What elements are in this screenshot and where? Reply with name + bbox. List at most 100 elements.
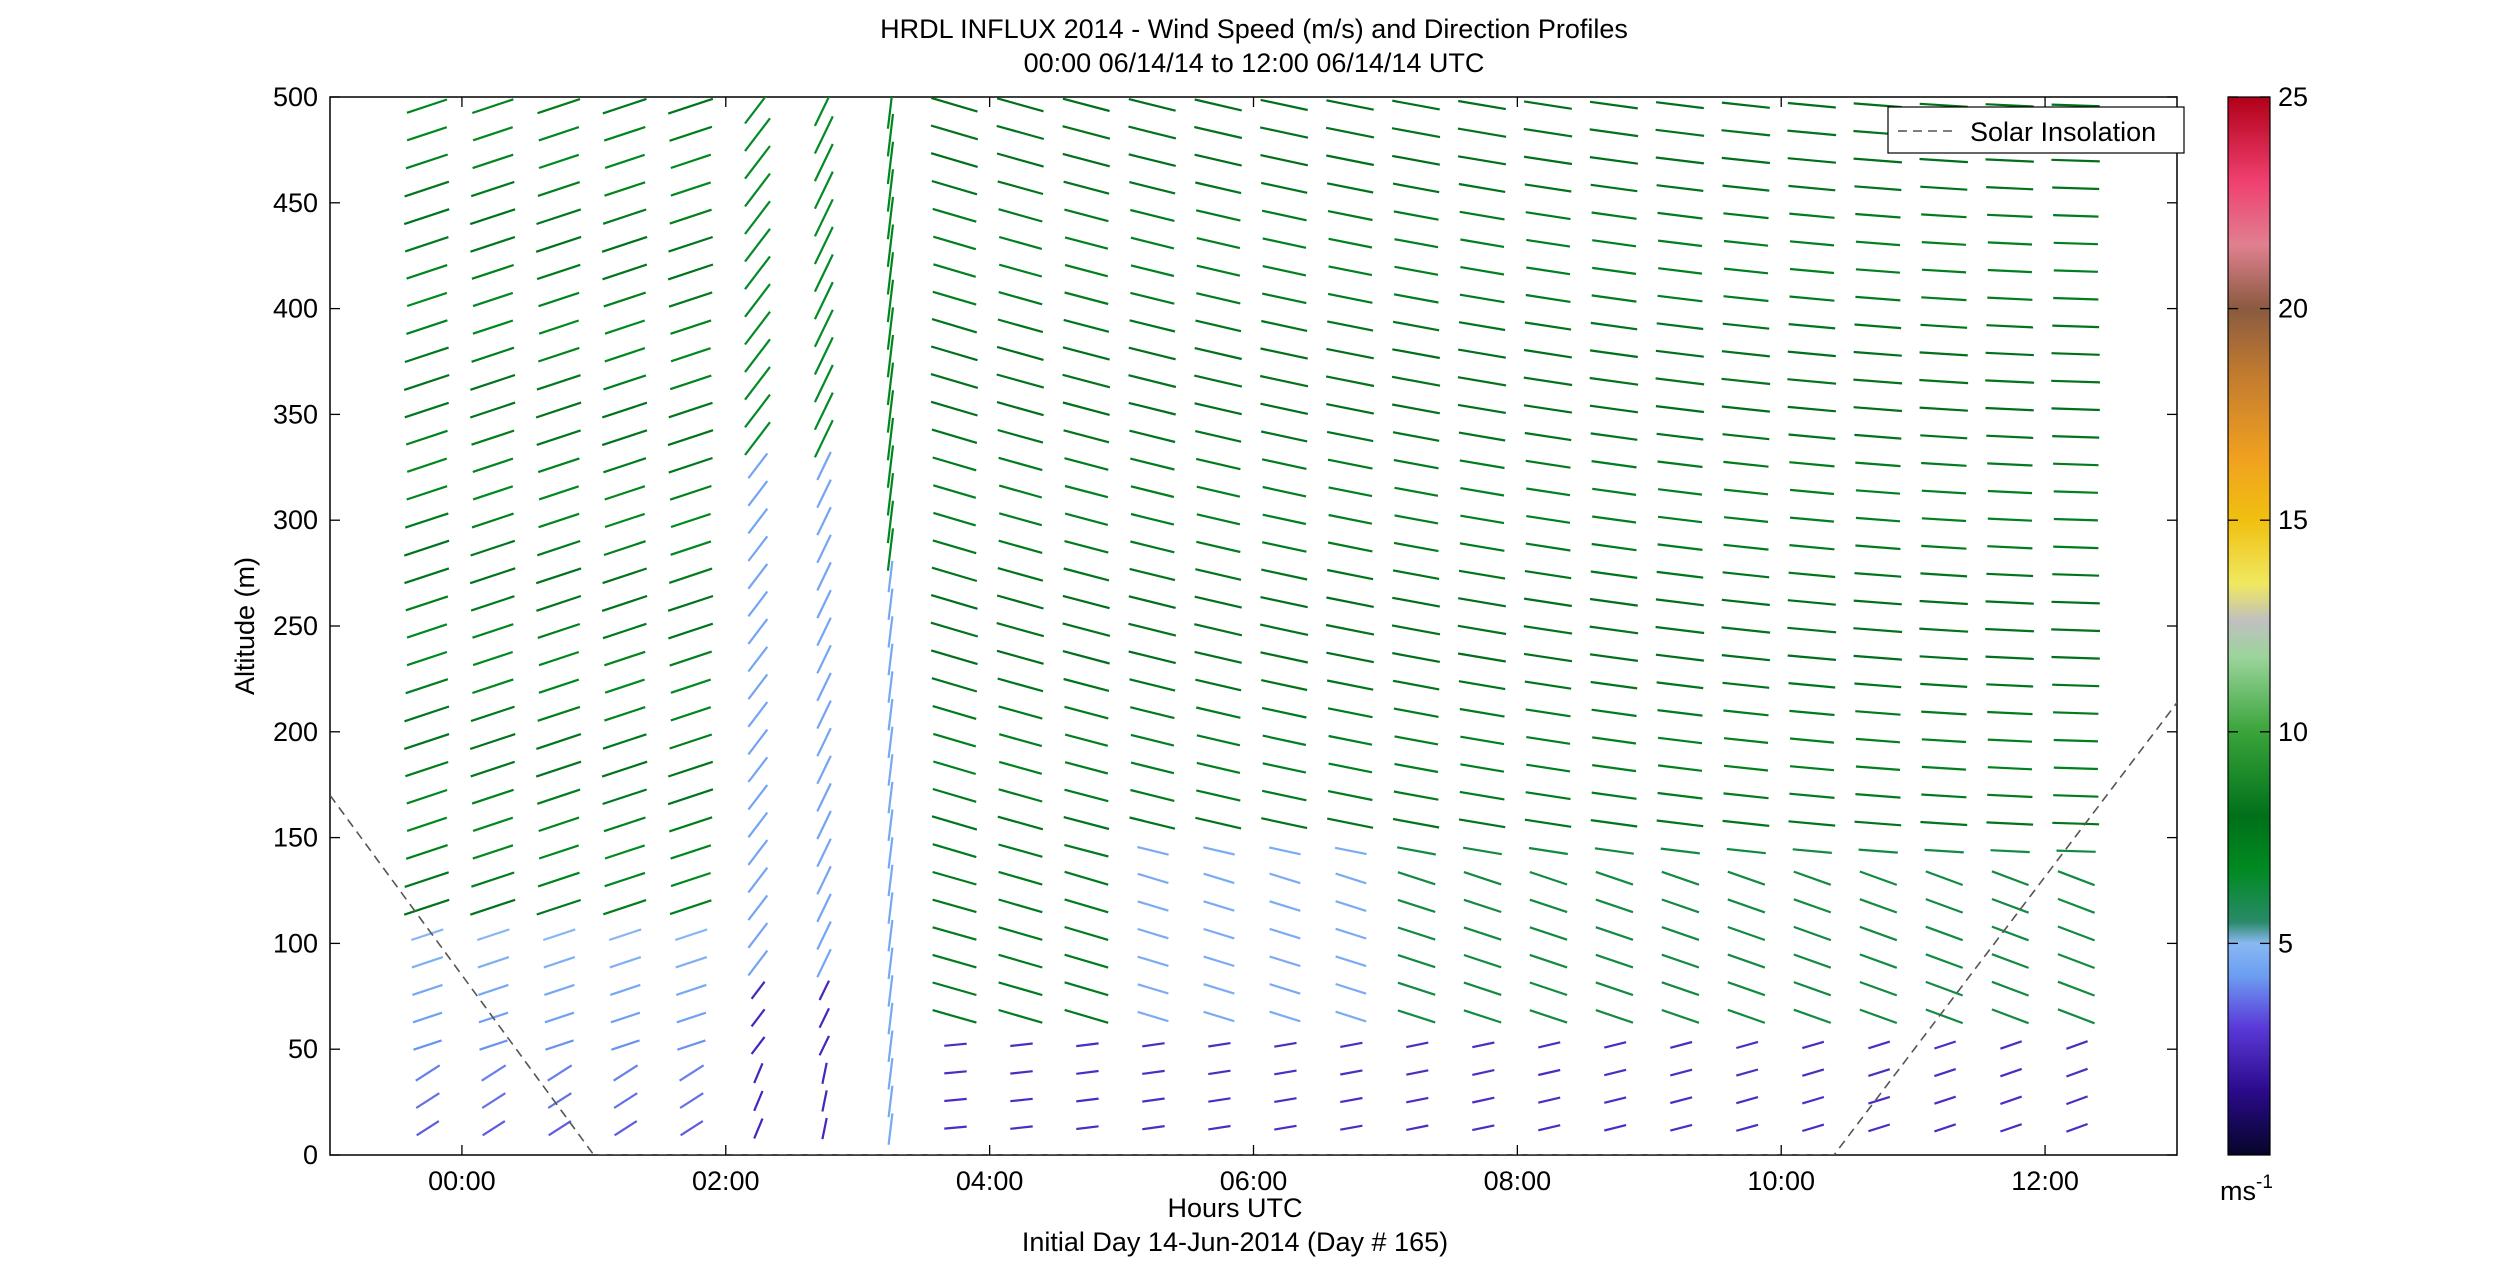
wind-barb — [816, 782, 832, 812]
y-tick-label: 0 — [303, 1140, 318, 1170]
wind-barb — [998, 898, 1043, 914]
wind-barb — [1855, 765, 1901, 771]
wind-barb — [1727, 953, 1766, 969]
wind-barb — [1934, 1123, 1957, 1133]
wind-barb — [1592, 239, 1637, 248]
wind-barb — [1064, 263, 1109, 278]
wind-barb — [1801, 1123, 1825, 1133]
wind-barb — [1064, 208, 1109, 223]
plot-area — [329, 96, 2178, 1156]
y-tick-label: 400 — [273, 294, 318, 324]
wind-barb — [1919, 351, 1968, 357]
wind-barb — [603, 457, 647, 474]
wind-barb — [1463, 953, 1502, 969]
wind-barb — [1934, 1040, 1957, 1050]
wind-barb — [1529, 870, 1568, 886]
wind-barb — [1326, 817, 1374, 829]
wind-barb — [930, 152, 978, 168]
wind-barb — [1063, 677, 1110, 692]
wind-barb — [1921, 296, 1967, 302]
wind-barb — [2057, 870, 2095, 887]
wind-barb — [479, 1039, 508, 1051]
colorbar-tick-label: 20 — [2278, 294, 2308, 324]
wind-barb — [1457, 376, 1507, 387]
wind-barb — [931, 815, 978, 831]
wind-barb — [1660, 847, 1700, 855]
wind-barb — [1987, 489, 2033, 495]
wind-barb — [1396, 846, 1437, 856]
wind-barb — [886, 113, 895, 157]
wind-barb — [1723, 239, 1769, 247]
wind-barb — [1721, 129, 1771, 137]
wind-barb — [1723, 516, 1769, 523]
wind-barb — [1063, 816, 1110, 831]
wind-barb — [1261, 292, 1307, 305]
wind-barb — [1064, 236, 1109, 250]
wind-barb — [1657, 791, 1703, 800]
wind-barb — [1327, 292, 1373, 304]
wind-barb — [931, 179, 978, 196]
wind-barb — [1327, 707, 1373, 719]
wind-barb — [1195, 430, 1242, 443]
wind-barb — [1129, 181, 1176, 195]
wind-barb — [1196, 237, 1241, 250]
wind-barb — [536, 898, 582, 916]
wind-barb — [1064, 540, 1109, 554]
wind-barb — [1130, 512, 1175, 526]
wind-barb — [1203, 955, 1235, 968]
wind-barb — [1142, 1097, 1165, 1103]
wind-barb — [1591, 791, 1637, 800]
wind-barb — [609, 983, 641, 996]
wind-barb — [403, 539, 450, 557]
wind-barb — [1137, 1010, 1169, 1023]
wind-barb — [886, 279, 895, 323]
wind-barb — [1792, 848, 1832, 854]
wind-barb — [1801, 1095, 1825, 1105]
wind-barb — [405, 678, 449, 695]
wind-barb — [670, 319, 712, 335]
wind-barb — [1063, 318, 1110, 333]
wind-barb — [472, 291, 514, 308]
wind-barb — [1859, 870, 1898, 886]
wind-barb — [930, 649, 978, 666]
wind-barb — [547, 1064, 573, 1082]
wind-barb — [886, 417, 895, 461]
wind-barb — [1472, 1041, 1495, 1049]
wind-barb — [1137, 900, 1169, 912]
wind-barb — [1529, 1009, 1568, 1024]
colorbar-tick-label: 25 — [2278, 82, 2308, 112]
wind-barb — [481, 1092, 506, 1109]
wind-barb — [1064, 898, 1109, 914]
wind-barb — [818, 1035, 830, 1056]
wind-barb — [1855, 212, 1901, 219]
wind-barb — [1657, 211, 1703, 220]
x-axis-label: Hours UTC — [1167, 1193, 1302, 1223]
wind-barb — [1326, 596, 1374, 608]
wind-barb — [1460, 238, 1505, 248]
wind-barb — [1788, 184, 1836, 192]
wind-barb — [1128, 650, 1176, 665]
wind-barb — [538, 291, 580, 308]
wind-barb — [608, 928, 642, 942]
wind-barb — [998, 926, 1043, 941]
wind-barb — [538, 512, 580, 529]
wind-barb — [603, 816, 646, 833]
wind-barb — [470, 539, 516, 557]
wind-barb — [1788, 571, 1836, 579]
wind-barb — [1789, 544, 1835, 551]
wind-barb — [1129, 816, 1176, 830]
wind-barb — [1987, 462, 2033, 467]
wind-barb — [1062, 594, 1110, 610]
wind-barb — [611, 1039, 640, 1051]
wind-barb — [1986, 434, 2034, 439]
wind-barb — [1196, 485, 1241, 498]
wind-barb — [472, 319, 514, 335]
wind-barb — [1921, 710, 1967, 716]
wind-barb — [1130, 788, 1175, 802]
wind-barb — [1391, 403, 1441, 415]
wind-barb — [1062, 373, 1111, 389]
wind-barb — [1208, 1069, 1231, 1076]
wind-barb — [1393, 458, 1439, 470]
wind-barb — [472, 485, 514, 501]
wind-barb — [1463, 871, 1502, 886]
